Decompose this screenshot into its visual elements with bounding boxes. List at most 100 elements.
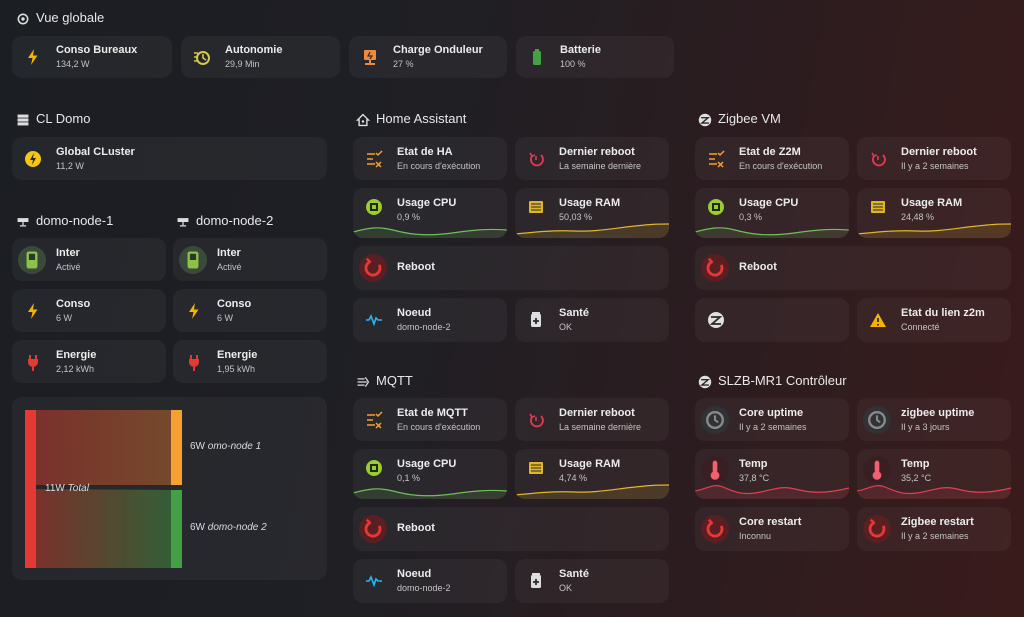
entity-name: Temp	[901, 458, 930, 470]
entity-card[interactable]: Usage RAM 4,74 %	[515, 449, 669, 499]
icon-chip	[366, 460, 382, 476]
entity-state: 24,48 %	[901, 212, 935, 222]
entity-card[interactable]: Autonomie 29,9 Min	[181, 36, 340, 78]
entity-card[interactable]: Temp 35,2 °C	[857, 449, 1011, 499]
sankey-card: 11W Total 6W omo-node 1 6W domo-node 2	[12, 397, 327, 580]
entity-card[interactable]: Santé OK	[515, 298, 669, 342]
value: 6W	[190, 441, 205, 452]
sparkline-line	[515, 223, 669, 235]
icon	[356, 375, 370, 394]
icon-clock	[863, 405, 891, 434]
icon	[527, 411, 545, 434]
entity-card[interactable]: Usage CPU 0,9 %	[353, 188, 507, 238]
entity-name: Conso Bureaux	[56, 44, 138, 56]
section-title: Zigbee VM	[718, 111, 781, 126]
entity-card[interactable]: Etat de Z2M En cours d'exécution	[695, 137, 849, 180]
entity-card[interactable]: Conso 6 W	[12, 289, 166, 332]
icon-state	[367, 410, 383, 429]
icon	[527, 459, 545, 482]
entity-name: Noeud	[397, 568, 432, 580]
icon	[176, 215, 190, 234]
sankey	[25, 410, 182, 568]
entity-state: 35,2 °C	[901, 473, 932, 483]
entity-state: 134,2 W	[56, 59, 90, 69]
entity-card[interactable]: Inter Activé	[12, 238, 166, 281]
icon	[707, 311, 725, 334]
section-title: Home Assistant	[376, 111, 467, 126]
entity-state: La semaine dernière	[559, 421, 642, 432]
icon-bolt	[28, 49, 38, 65]
icon	[863, 515, 891, 548]
entity-card[interactable]: Core uptime Il y a 2 semaines	[695, 398, 849, 441]
entity-card[interactable]: Energie 1,95 kWh	[173, 340, 327, 383]
sparkline-area	[857, 485, 1011, 499]
sparkline-area	[695, 227, 849, 238]
icon-zigbee	[698, 113, 712, 127]
entity-name: Conso	[217, 297, 252, 310]
sparkline-area	[353, 488, 507, 499]
icon	[701, 254, 729, 287]
entity-state: 6 W	[217, 312, 234, 323]
entity-card[interactable]: Conso 6 W	[173, 289, 327, 332]
entity-card[interactable]: Dernier reboot La semaine dernière	[515, 398, 669, 441]
entity-name: Reboot	[397, 522, 435, 534]
entity-card[interactable]: Conso Bureaux 134,2 W	[12, 36, 172, 78]
entity-card[interactable]: Reboot	[353, 246, 669, 290]
icon	[527, 198, 545, 221]
icon-server	[17, 114, 29, 126]
icon	[527, 311, 545, 334]
entity-card[interactable]: Dernier reboot Il y a 2 semaines	[857, 137, 1011, 180]
entity-card[interactable]: Dernier reboot La semaine dernière	[515, 137, 669, 180]
entity-card[interactable]: Santé OK	[515, 559, 669, 603]
entity-card[interactable]: Reboot	[695, 246, 1011, 290]
entity-name: Global CLuster	[56, 145, 135, 158]
entity-card[interactable]: Noeud domo-node-2	[353, 559, 507, 603]
entity-name: Usage RAM	[559, 197, 621, 209]
entity-card[interactable]: Usage CPU 0,1 %	[353, 449, 507, 499]
sparkline-area	[695, 485, 849, 499]
entity-card[interactable]: Etat de MQTT En cours d'exécution	[353, 398, 507, 441]
icon	[701, 515, 729, 548]
entity-card[interactable]: Global CLuster 11,2 W	[12, 137, 327, 180]
entity-card[interactable]: zigbee uptime Il y a 3 jours	[857, 398, 1011, 441]
entity-card[interactable]: Usage CPU 0,3 %	[695, 188, 849, 238]
entity-card[interactable]: Inter Activé	[173, 238, 327, 281]
entity-name: Core restart	[739, 516, 802, 528]
entity-card[interactable]: Usage RAM 50,03 %	[515, 188, 669, 238]
icon	[24, 353, 42, 376]
entity-name: Etat du lien z2m	[901, 307, 985, 319]
entity-card[interactable]: Temp 37,8 °C	[695, 449, 849, 499]
entity-card[interactable]: Etat du lien z2m Connecté	[857, 298, 1011, 342]
icon	[24, 150, 42, 173]
entity-card[interactable]: Usage RAM 24,48 %	[857, 188, 1011, 238]
entity-name: zigbee uptime	[901, 406, 975, 419]
section-title: CL Domo	[36, 111, 91, 126]
icon-mqtt	[357, 376, 370, 388]
entity-card[interactable]: Reboot	[353, 507, 669, 551]
entity-state: En cours d'exécution	[739, 160, 823, 171]
icon	[185, 302, 203, 325]
icon-inter	[18, 245, 46, 274]
entity-name: Reboot	[739, 261, 777, 273]
icon-chip	[708, 199, 724, 215]
icon-state	[709, 149, 725, 168]
entity-card[interactable]: Etat de HA En cours d'exécution	[353, 137, 507, 180]
entity-card[interactable]: Core restart Inconnu	[695, 507, 849, 551]
icon-plug	[28, 354, 38, 371]
icon-wave	[366, 575, 382, 588]
entity-card[interactable]: Zigbee restart Il y a 2 semaines	[857, 507, 1011, 551]
entity-card[interactable]: Batterie 100 %	[516, 36, 674, 78]
icon	[365, 311, 383, 334]
entity-card[interactable]: Noeud domo-node-2	[353, 298, 507, 342]
icon-eye	[17, 13, 29, 25]
icon	[365, 572, 383, 595]
sparkline-line	[695, 227, 849, 236]
entity-card[interactable]: Energie 2,12 kWh	[12, 340, 166, 383]
icon	[528, 48, 546, 71]
entity-card[interactable]	[695, 298, 849, 342]
entity-card[interactable]: Charge Onduleur 27 %	[349, 36, 507, 78]
entity-name: Energie	[56, 348, 97, 361]
entity-name: Core uptime	[739, 406, 804, 419]
icon-thermo	[863, 456, 891, 484]
